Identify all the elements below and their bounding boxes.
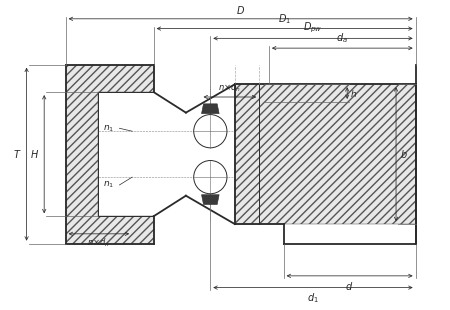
Text: $D$: $D$ <box>236 4 245 16</box>
Polygon shape <box>235 84 259 224</box>
Text: $H$: $H$ <box>30 148 39 160</box>
Polygon shape <box>202 195 219 205</box>
Polygon shape <box>202 104 219 113</box>
Polygon shape <box>235 84 416 224</box>
Text: $n_1$: $n_1$ <box>103 123 114 134</box>
Text: $D_1$: $D_1$ <box>278 12 291 26</box>
Text: $n_1$: $n_1$ <box>103 180 114 190</box>
Text: $d$: $d$ <box>346 280 354 292</box>
Text: $D_{pw}$: $D_{pw}$ <box>303 21 323 35</box>
Polygon shape <box>66 65 153 244</box>
Circle shape <box>194 161 227 194</box>
Text: $b$: $b$ <box>400 148 408 160</box>
Text: $d_1$: $d_1$ <box>307 291 319 305</box>
Text: $h$: $h$ <box>350 88 357 99</box>
Text: $n{\times}d_n$: $n{\times}d_n$ <box>218 82 241 94</box>
Text: $d_a$: $d_a$ <box>336 31 348 45</box>
Text: $n{\times}d_n$: $n{\times}d_n$ <box>87 237 110 249</box>
Text: $T$: $T$ <box>13 148 22 160</box>
Circle shape <box>194 115 227 148</box>
